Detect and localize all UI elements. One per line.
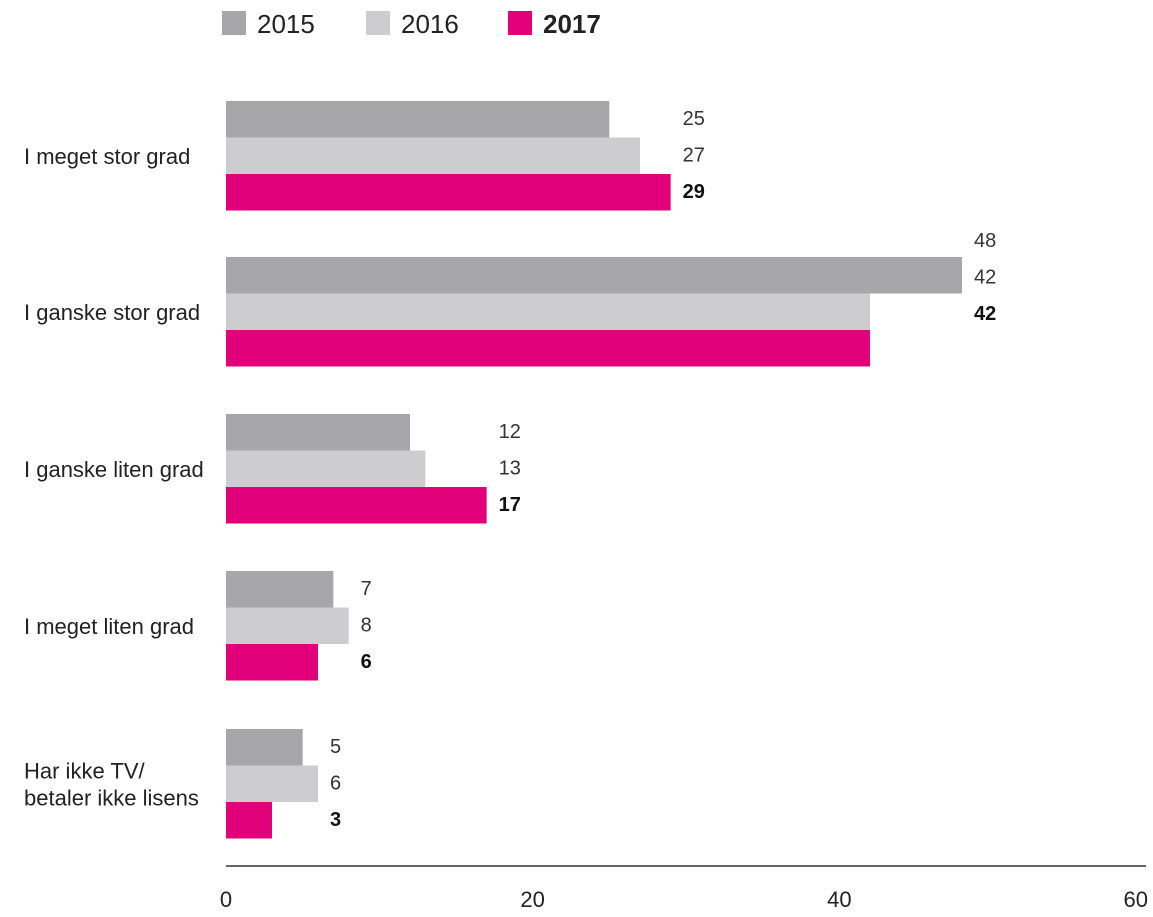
legend-swatch-2017	[508, 11, 532, 35]
bar-2016-0	[226, 137, 640, 174]
value-label-2016-2: 13	[499, 458, 521, 480]
category-label-0: I meget stor grad	[24, 144, 190, 169]
value-label-2015-4: 5	[330, 736, 341, 758]
category-labels: I meget stor grad I ganske stor grad I gan…	[24, 144, 204, 811]
category-label-2: I ganske liten grad	[24, 457, 204, 482]
bars	[226, 101, 962, 839]
legend: 2015 2016 2017	[222, 9, 601, 39]
value-label-2015-3: 7	[361, 578, 372, 600]
tick-label-60: 60	[1124, 887, 1148, 912]
bar-2017-0	[226, 174, 671, 211]
bar-2017-4	[226, 802, 272, 839]
category-label-4: betaler ikke lisens	[24, 785, 199, 810]
bar-2015-0	[226, 101, 610, 138]
legend-swatch-2015	[222, 11, 246, 35]
bar-2017-3	[226, 644, 318, 681]
value-label-2016-0: 27	[683, 145, 705, 167]
value-labels: 25 27 29 48 42 42 12 13 17 7 8 6 5 6 3	[330, 108, 996, 831]
bar-2017-1	[226, 330, 870, 367]
category-label-3: I meget liten grad	[24, 614, 194, 639]
legend-swatch-2016	[366, 11, 390, 35]
value-label-2016-1: 42	[974, 267, 996, 289]
bar-2016-3	[226, 607, 349, 644]
value-label-2016-4: 6	[330, 773, 341, 795]
value-label-2016-3: 8	[361, 615, 372, 637]
category-label-4: Har ikke TV/	[24, 758, 146, 783]
bar-2015-2	[226, 414, 410, 451]
value-label-2017-1: 42	[974, 303, 996, 325]
bar-2015-4	[226, 729, 303, 766]
legend-label-2017: 2017	[543, 9, 601, 39]
bar-2016-2	[226, 450, 426, 487]
bar-2015-1	[226, 257, 962, 294]
value-label-2017-3: 6	[361, 651, 372, 673]
value-label-2015-0: 25	[683, 108, 705, 130]
value-label-2017-4: 3	[330, 809, 341, 831]
value-label-2017-2: 17	[499, 494, 521, 516]
tick-label-0: 0	[220, 887, 232, 912]
bar-2015-3	[226, 571, 334, 608]
x-axis-ticks: 0 20 40 60	[220, 887, 1148, 912]
bar-2016-1	[226, 293, 870, 330]
value-label-2017-0: 29	[683, 181, 705, 203]
value-label-2015-1: 48	[974, 230, 996, 252]
bar-2016-4	[226, 765, 318, 802]
tick-label-20: 20	[520, 887, 544, 912]
legend-label-2016: 2016	[401, 9, 459, 39]
legend-label-2015: 2015	[257, 9, 315, 39]
bar-2017-2	[226, 487, 487, 524]
value-label-2015-2: 12	[499, 421, 521, 443]
tick-label-40: 40	[827, 887, 851, 912]
category-label-1: I ganske stor grad	[24, 300, 200, 325]
